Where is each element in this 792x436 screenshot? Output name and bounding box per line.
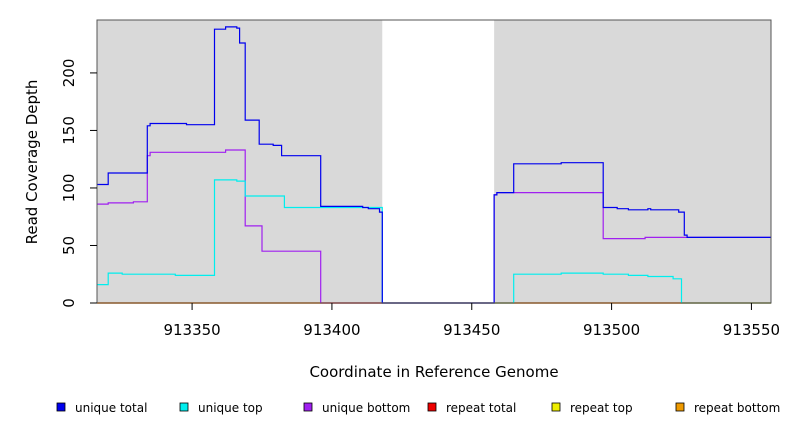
y-tick-label-0: 0 [60,298,78,308]
series-line-unique-bottom [97,149,771,304]
series-line-unique-top [97,179,771,304]
legend-label: unique top [198,401,263,415]
axes: 913350 913400 913450 913500 913550 0 50 100 150 2… [60,59,780,339]
legend-item-unique-top: unique top [179,401,263,415]
legend-label: unique total [75,401,147,415]
legend-swatch [179,402,189,412]
x-axis-title: Coordinate in Reference Genome [309,363,558,381]
legend-swatch [675,402,685,412]
plot-background [97,20,771,303]
y-tick-label-4: 200 [60,59,78,88]
legend-item-repeat-top: repeat top [551,401,633,415]
legend-swatch [303,402,313,412]
legend-label: repeat bottom [694,401,780,415]
legend: unique total unique top unique bottom repea… [56,401,780,415]
y-tick-label-3: 150 [60,116,78,145]
y-tick-label-1: 50 [60,236,78,255]
legend-swatch [551,402,561,412]
legend-label: repeat top [570,401,633,415]
plot-frame [96,19,772,304]
legend-label: repeat total [446,401,516,415]
x-tick-label-1: 913400 [303,321,360,339]
legend-swatch [427,402,437,412]
legend-swatch [56,402,66,412]
legend-item-unique-total: unique total [56,401,147,415]
y-tick-label-2: 100 [60,174,78,203]
shaded-region-0 [97,20,383,303]
x-tick-label-3: 913500 [583,321,640,339]
series-line-unique-total [97,26,771,304]
legend-label: unique bottom [322,401,410,415]
y-axis-title: Read Coverage Depth [23,80,41,245]
legend-item-repeat-bottom: repeat bottom [675,401,780,415]
legend-item-unique-bottom: unique bottom [303,401,410,415]
x-tick-label-0: 913350 [163,321,220,339]
x-tick-label-2: 913450 [443,321,500,339]
shaded-region-1 [494,20,771,303]
legend-item-repeat-total: repeat total [427,401,516,415]
x-tick-label-4: 913550 [723,321,780,339]
